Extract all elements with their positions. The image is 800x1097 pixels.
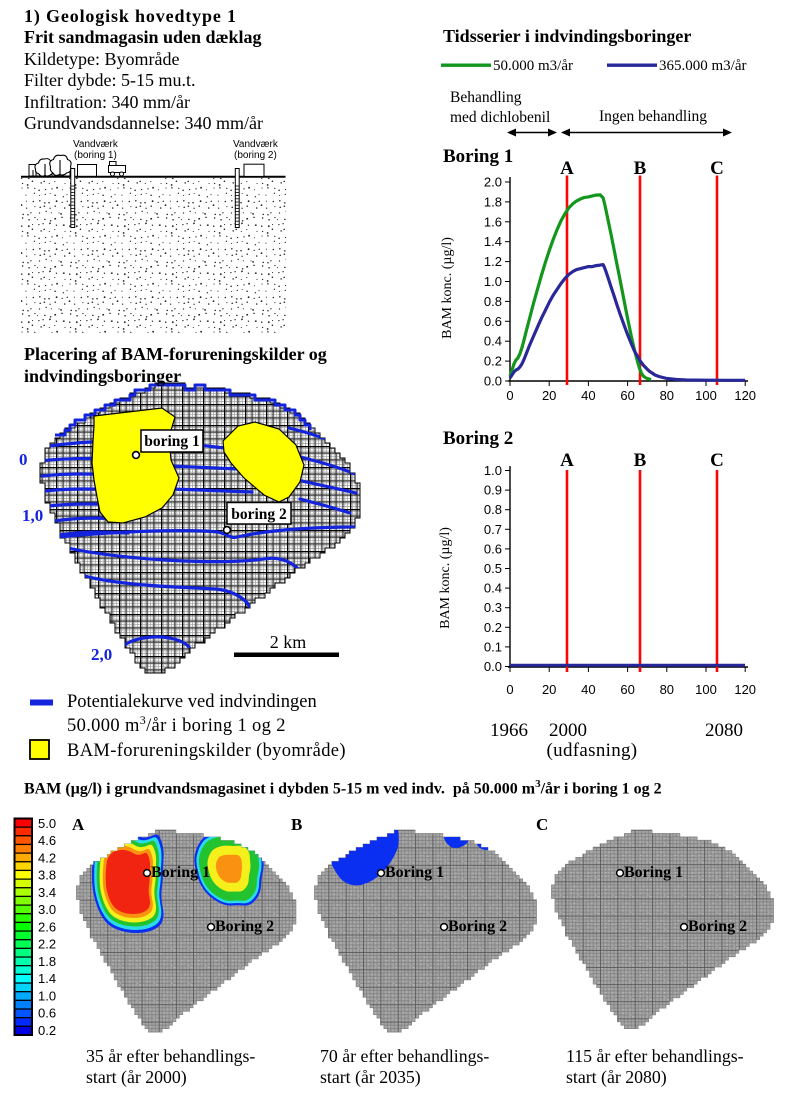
svg-text:(udfasning): (udfasning) (547, 740, 638, 761)
svg-text:1.8: 1.8 (484, 194, 502, 209)
svg-text:40: 40 (581, 682, 595, 697)
svg-text:4.6: 4.6 (38, 833, 56, 848)
svg-text:0.0: 0.0 (484, 374, 502, 389)
svg-text:60: 60 (620, 682, 634, 697)
svg-text:0.7: 0.7 (484, 522, 502, 537)
svg-text:B: B (634, 158, 647, 179)
svg-text:0.3: 0.3 (484, 600, 502, 615)
svg-text:80: 80 (660, 682, 674, 697)
svg-text:boring 1: boring 1 (144, 433, 200, 450)
svg-text:3.4: 3.4 (38, 885, 56, 900)
svg-text:BAM konc. (µg/l): BAM konc. (µg/l) (440, 237, 455, 339)
svg-text:1.8: 1.8 (38, 954, 56, 969)
svg-text:50.000 m3/år: 50.000 m3/år (493, 58, 573, 74)
svg-text:0.2: 0.2 (484, 354, 502, 369)
svg-text:0.5: 0.5 (484, 561, 502, 576)
svg-text:0.4: 0.4 (484, 581, 502, 596)
svg-text:0: 0 (19, 450, 28, 469)
svg-text:0.6: 0.6 (484, 314, 502, 329)
svg-text:1.2: 1.2 (484, 254, 502, 269)
svg-text:0: 0 (506, 388, 513, 403)
svg-text:20: 20 (542, 682, 556, 697)
svg-text:4.2: 4.2 (38, 850, 56, 865)
svg-text:C: C (710, 450, 724, 471)
svg-text:Boring 2: Boring 2 (448, 918, 507, 935)
svg-text:A: A (560, 450, 574, 471)
svg-text:120: 120 (734, 682, 756, 697)
svg-text:2.0: 2.0 (484, 175, 502, 190)
svg-text:2,0: 2,0 (91, 645, 112, 664)
svg-text:C: C (710, 158, 724, 179)
svg-text:3.0: 3.0 (38, 902, 56, 917)
svg-text:2.6: 2.6 (38, 919, 56, 934)
svg-text:0.9: 0.9 (484, 483, 502, 498)
svg-text:1.4: 1.4 (38, 971, 56, 986)
svg-text:BAM konc. (µg/l): BAM konc. (µg/l) (438, 527, 453, 629)
svg-text:2000: 2000 (549, 720, 587, 741)
svg-text:1,0: 1,0 (22, 506, 43, 525)
svg-text:0.4: 0.4 (484, 334, 502, 349)
svg-text:0.2: 0.2 (484, 620, 502, 635)
svg-text:1.0: 1.0 (38, 988, 56, 1003)
svg-text:1.0: 1.0 (484, 463, 502, 478)
svg-text:20: 20 (542, 388, 556, 403)
svg-text:5.0: 5.0 (38, 816, 56, 831)
svg-text:Boring 2: Boring 2 (688, 918, 747, 935)
svg-text:120: 120 (734, 388, 756, 403)
svg-text:1.0: 1.0 (484, 274, 502, 289)
svg-text:80: 80 (660, 388, 674, 403)
svg-text:0.2: 0.2 (38, 1023, 56, 1038)
svg-text:Boring 1: Boring 1 (385, 864, 444, 881)
svg-text:0.8: 0.8 (484, 294, 502, 309)
svg-text:1.6: 1.6 (484, 214, 502, 229)
svg-text:0.1: 0.1 (484, 639, 502, 654)
svg-text:0.0: 0.0 (484, 659, 502, 674)
svg-text:2.2: 2.2 (38, 937, 56, 952)
svg-text:Boring 2: Boring 2 (215, 918, 274, 935)
svg-text:0.6: 0.6 (38, 1006, 56, 1021)
svg-text:100: 100 (695, 388, 717, 403)
svg-text:1.4: 1.4 (484, 234, 502, 249)
svg-text:0: 0 (506, 682, 513, 697)
svg-text:1966: 1966 (490, 720, 528, 741)
svg-text:boring 2: boring 2 (231, 506, 287, 523)
svg-text:40: 40 (581, 388, 595, 403)
svg-text:A: A (560, 158, 574, 179)
svg-text:100: 100 (695, 682, 717, 697)
svg-text:2 km: 2 km (270, 632, 307, 652)
svg-text:0.8: 0.8 (484, 502, 502, 517)
svg-text:Boring 1: Boring 1 (151, 864, 210, 881)
svg-text:0.6: 0.6 (484, 541, 502, 556)
svg-text:Boring 1: Boring 1 (624, 864, 683, 881)
svg-text:B: B (634, 450, 647, 471)
svg-text:365.000 m3/år: 365.000 m3/år (659, 58, 747, 74)
svg-text:60: 60 (620, 388, 634, 403)
svg-text:3.8: 3.8 (38, 868, 56, 883)
svg-text:2080: 2080 (705, 720, 743, 741)
